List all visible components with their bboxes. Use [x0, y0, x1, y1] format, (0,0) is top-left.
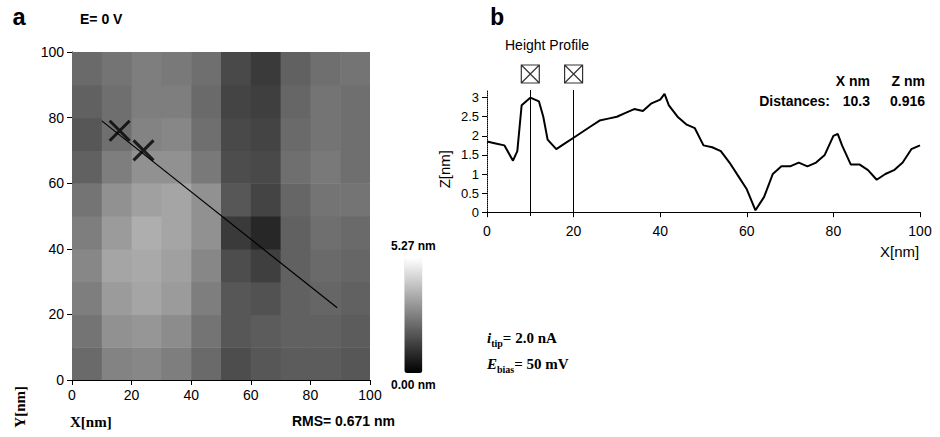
svg-text:80: 80	[303, 387, 319, 403]
svg-text:20: 20	[48, 306, 64, 322]
svg-text:X[nm]: X[nm]	[880, 243, 919, 260]
svg-text:0.5: 0.5	[461, 186, 479, 201]
svg-text:40: 40	[652, 223, 668, 239]
svg-text:2: 2	[472, 128, 479, 143]
svg-text:100: 100	[41, 44, 65, 60]
svg-text:a: a	[12, 5, 26, 32]
svg-text:1: 1	[472, 167, 479, 182]
svg-text:100: 100	[358, 387, 382, 403]
svg-text:60: 60	[243, 387, 259, 403]
svg-text:X nm: X nm	[836, 73, 870, 89]
svg-text:0: 0	[472, 205, 479, 220]
svg-text:40: 40	[183, 387, 199, 403]
svg-text:0.00 nm: 0.00 nm	[391, 378, 436, 392]
svg-text:Z nm: Z nm	[892, 73, 925, 89]
svg-text:Distances:: Distances:	[759, 93, 830, 109]
svg-text:E= 0 V: E= 0 V	[80, 11, 123, 27]
html-text:itip= 2.0 nA: itip= 2.0 nA	[487, 330, 557, 349]
svg-text:0: 0	[68, 387, 76, 403]
svg-text:b: b	[490, 5, 504, 32]
svg-text:60: 60	[739, 223, 755, 239]
svg-text:3: 3	[472, 90, 479, 105]
html-text:Ebias= 50 mV: Ebias= 50 mV	[487, 356, 569, 375]
svg-text:10.3: 10.3	[843, 93, 870, 109]
svg-text:80: 80	[48, 110, 64, 126]
svg-text:100: 100	[908, 223, 932, 239]
svg-text:20: 20	[566, 223, 582, 239]
svg-text:5.27 nm: 5.27 nm	[391, 239, 436, 253]
svg-text:Z[nm]: Z[nm]	[436, 150, 453, 188]
svg-text:0: 0	[483, 223, 491, 239]
svg-text:2.5: 2.5	[461, 109, 479, 124]
svg-text:0.916: 0.916	[890, 93, 925, 109]
svg-text:40: 40	[48, 241, 64, 257]
svg-text:60: 60	[48, 175, 64, 191]
svg-text:RMS= 0.671 nm: RMS= 0.671 nm	[292, 413, 395, 429]
svg-text:Height Profile: Height Profile	[505, 37, 589, 53]
svg-text:20: 20	[124, 387, 140, 403]
svg-text:Y[nm]: Y[nm]	[12, 386, 28, 428]
svg-text:80: 80	[826, 223, 842, 239]
svg-text:1.5: 1.5	[461, 147, 479, 162]
svg-text:X[nm]: X[nm]	[70, 414, 112, 430]
svg-text:0: 0	[56, 372, 64, 388]
